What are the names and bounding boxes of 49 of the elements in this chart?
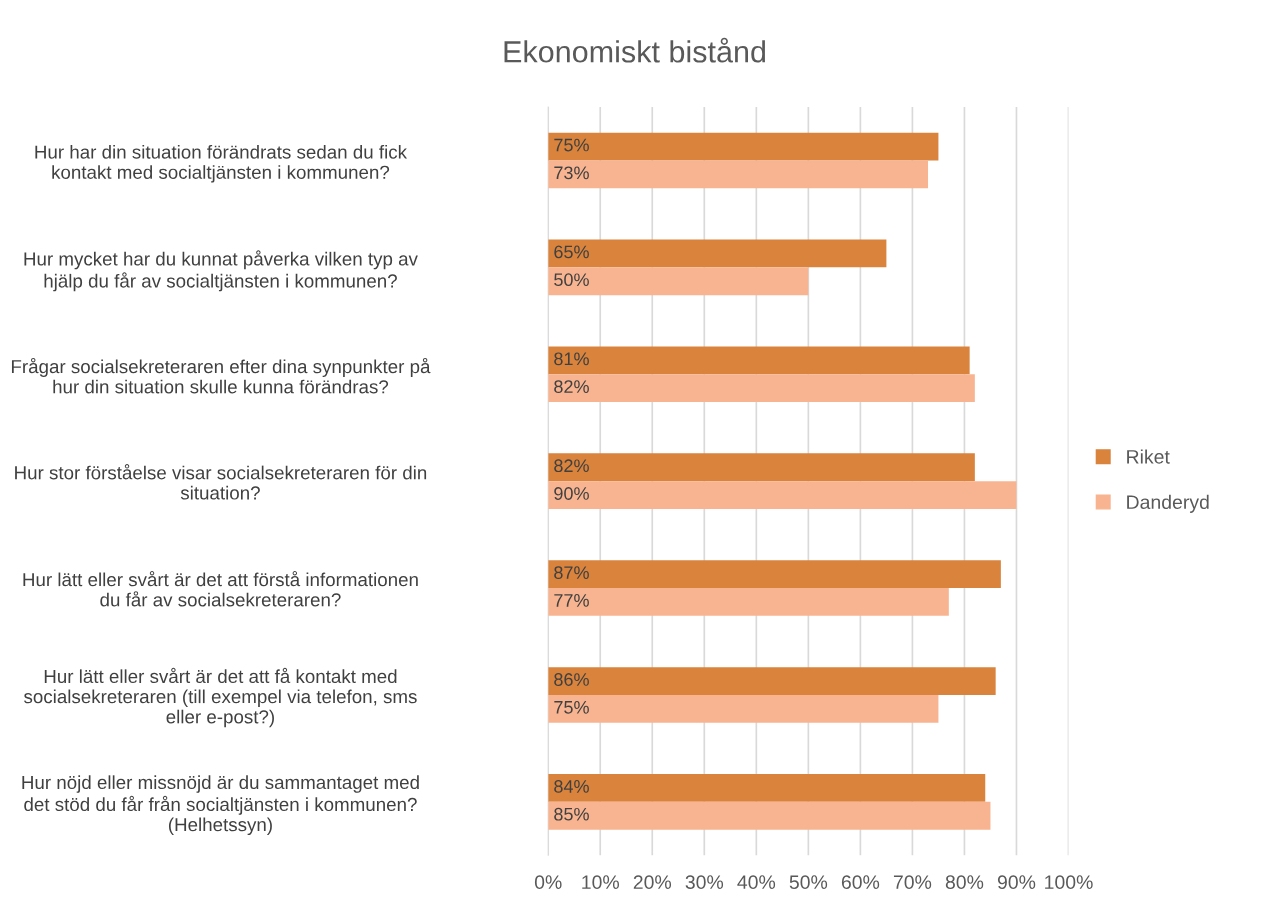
data-label: 82% (554, 380, 589, 394)
x-tick-label: 20% (633, 875, 672, 890)
data-label: 75% (554, 700, 589, 714)
y-tick-label: Hur nöjd eller missnöjd är du sammantaget med det stöd du får från socialtjänsten i kommunen? (Helhetssyn) (22, 775, 419, 836)
bar (548, 774, 986, 802)
y-tick-label: Hur stor förståelse visar socialsekreteraren för din situation? (15, 464, 427, 500)
data-label: 77% (554, 594, 589, 607)
bar (548, 694, 939, 723)
bar (548, 560, 1001, 589)
x-tick-label: 30% (685, 875, 724, 890)
y-tick-label: Hur lätt eller svårt är det att få kontakt med socialsekreteraren (till exempel via telefon, sms eller e-post?) (24, 667, 417, 728)
data-label: 81% (554, 352, 589, 366)
bar (548, 267, 809, 296)
data-label: 73% (554, 166, 589, 180)
x-tick-label: 90% (997, 875, 1036, 890)
bar (548, 453, 975, 482)
y-tick-label: Hur lätt eller svårt är det att förstå informationen du får av socialsekreteraren? (23, 571, 418, 607)
x-tick-label: 80% (945, 875, 984, 890)
x-tick-label: 40% (737, 875, 776, 890)
y-tick-label: Hur mycket har du kunnat påverka vilken typ av hjälp du får av socialtjänsten i kommunen? (24, 250, 418, 292)
data-label: 87% (554, 566, 589, 580)
y-tick-label: Hur har din situation förändrats sedan du fick kontakt med socialtjänsten i kommunen? (35, 144, 408, 183)
bar (548, 481, 1017, 509)
bar (548, 374, 975, 403)
bar (548, 588, 949, 616)
x-tick-label: 100% (1045, 875, 1093, 890)
bar (548, 239, 887, 268)
x-tick-label: 60% (841, 875, 880, 890)
bar (548, 801, 991, 830)
data-label: 90% (554, 487, 589, 500)
data-label: 65% (554, 245, 589, 259)
legend-label: Riket (1127, 449, 1170, 464)
data-label: 50% (554, 273, 589, 287)
x-tick-label: 0% (534, 875, 562, 890)
chart-title: Ekonomiskt bistånd (504, 37, 766, 63)
x-tick-label: 50% (789, 875, 828, 890)
data-label: 86% (554, 673, 589, 686)
bar (548, 346, 970, 375)
x-tick-label: 70% (893, 875, 932, 890)
bar (548, 160, 929, 189)
data-label: 85% (554, 807, 589, 821)
legend-label: Danderyd (1127, 494, 1209, 513)
data-label: 84% (554, 780, 589, 793)
data-label: 82% (554, 459, 589, 473)
bar (548, 667, 996, 695)
bar (548, 132, 939, 161)
y-tick-label: Frågar socialsekreteraren efter dina synpunkter på hur din situation skulle kunna förändras? (11, 357, 431, 394)
x-tick-label: 10% (582, 875, 619, 890)
data-label: 75% (554, 138, 589, 152)
